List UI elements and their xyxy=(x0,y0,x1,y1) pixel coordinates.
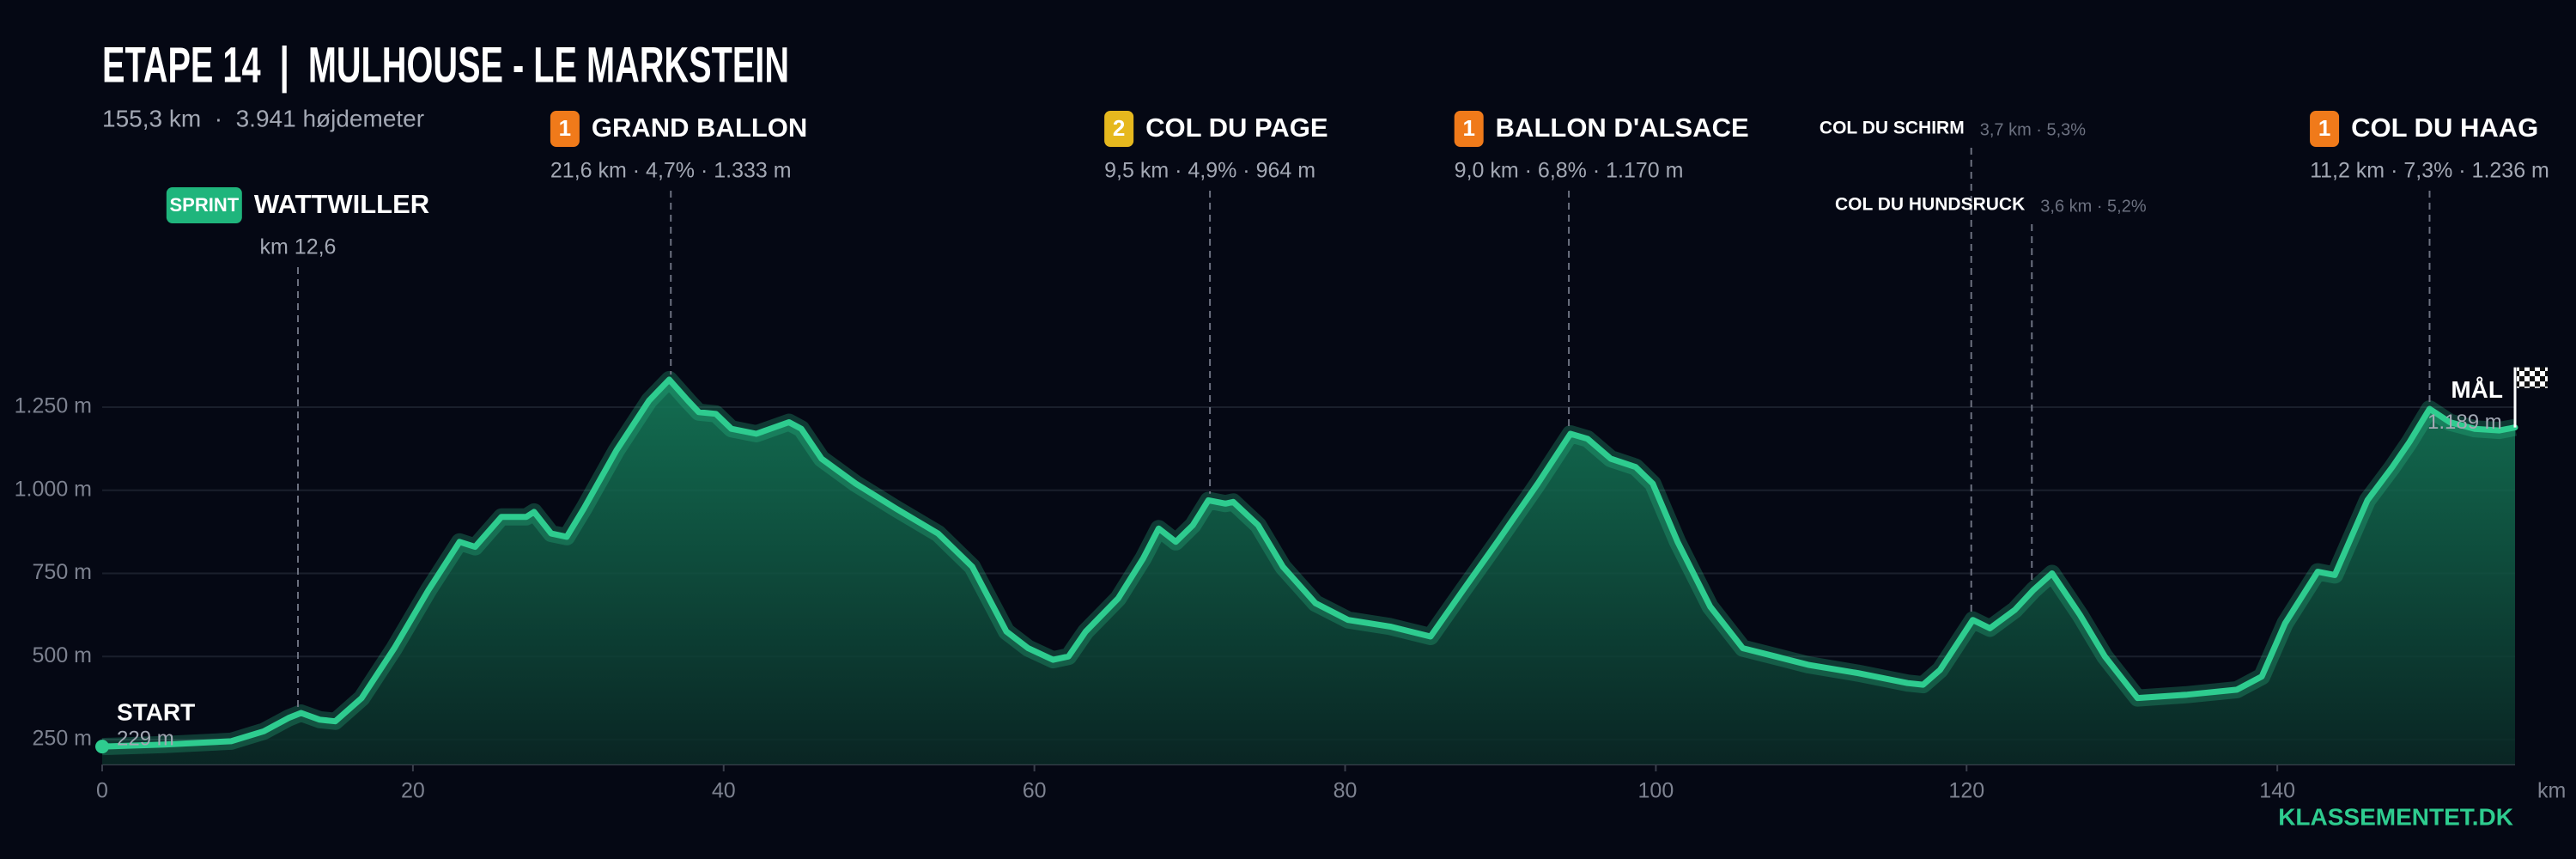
climb-name: COL DU HUNDSRUCK xyxy=(1835,195,2025,215)
category-label: 1 xyxy=(559,115,571,141)
x-tick-label: 0 xyxy=(96,779,108,803)
category-badge xyxy=(550,111,580,147)
x-tick-label: 20 xyxy=(401,779,425,803)
climb-stats: 3,6 km · 5,2% xyxy=(2040,197,2147,216)
category-label: 1 xyxy=(2318,115,2330,141)
elevation-line xyxy=(99,376,2518,750)
y-tick-label: 1.000 m xyxy=(15,477,92,501)
chart-title: ETAPE 14 | MULHOUSE - LE MARKSTEIN xyxy=(102,37,789,93)
x-tick-label: 120 xyxy=(1948,779,1984,803)
finish-elevation: 1.189 m xyxy=(2427,411,2502,434)
y-tick-label: 1.250 m xyxy=(15,394,92,418)
climb-name: WATTWILLER xyxy=(254,189,429,219)
y-tick-label: 250 m xyxy=(33,727,92,751)
start-elevation: 229 m xyxy=(117,727,174,750)
climb-stats: 3,7 km · 5,3% xyxy=(1980,120,2087,139)
category-badge xyxy=(1104,111,1134,147)
brand: KLASSEMENTET.DK xyxy=(2278,803,2513,830)
finish-flag xyxy=(2517,367,2548,388)
x-tick-label: 140 xyxy=(2259,779,2295,803)
y-tick-label: 500 m xyxy=(33,643,92,667)
x-tick-label: 80 xyxy=(1334,779,1358,803)
category-label: SPRINT xyxy=(169,194,239,216)
start-label: START xyxy=(117,698,195,725)
x-tick-label: 60 xyxy=(1023,779,1047,803)
climb-stats: 21,6 km · 4,7% · 1.333 m xyxy=(550,159,792,183)
x-axis-label: km xyxy=(2537,779,2566,803)
category-badge xyxy=(2310,111,2340,147)
category-label: 1 xyxy=(1462,115,1474,141)
climb-name: BALLON D'ALSACE xyxy=(1496,113,1749,143)
start-dot xyxy=(95,740,109,754)
climb-stats: 11,2 km · 7,3% · 1.236 m xyxy=(2310,159,2549,183)
finish-label: MÅL xyxy=(2451,376,2503,403)
climb-stats: km 12,6 xyxy=(260,235,337,259)
category-badge xyxy=(166,187,242,223)
category-label: 2 xyxy=(1113,115,1125,141)
climb-name: COL DU SCHIRM xyxy=(1820,119,1965,138)
elevation-area xyxy=(102,379,2515,765)
x-tick-label: 100 xyxy=(1638,779,1674,803)
chart-subtitle: 155,3 km · 3.941 højdemeter xyxy=(102,105,424,131)
x-tick-label: 40 xyxy=(712,779,736,803)
climb-name: COL DU HAAG xyxy=(2351,113,2538,143)
category-badge xyxy=(1454,111,1484,147)
climb-stats: 9,0 km · 6,8% · 1.170 m xyxy=(1455,159,1684,183)
climb-stats: 9,5 km · 4,9% · 964 m xyxy=(1104,159,1315,183)
climb-name: COL DU PAGE xyxy=(1145,113,1327,143)
climb-name: GRAND BALLON xyxy=(592,113,807,143)
y-tick-label: 750 m xyxy=(33,560,92,584)
